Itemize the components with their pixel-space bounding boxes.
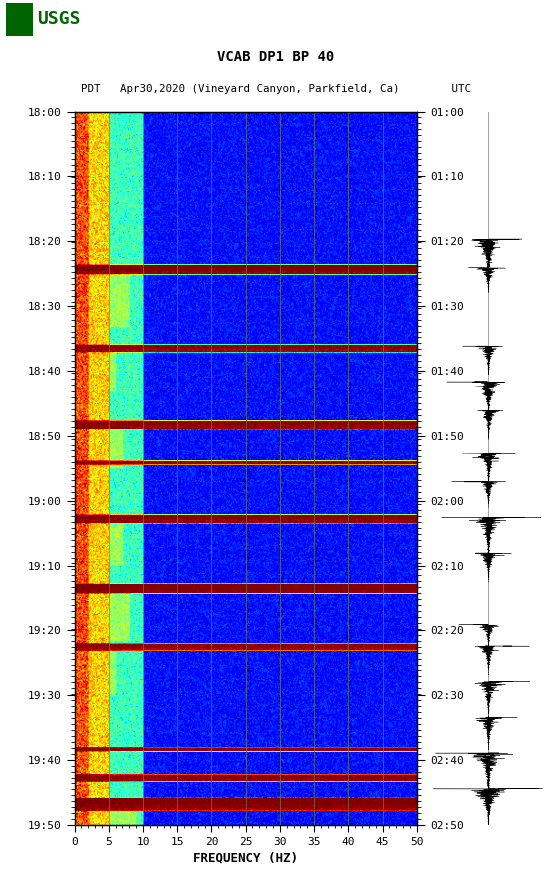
Text: USGS: USGS [38, 10, 81, 28]
Bar [6, 3, 33, 37]
X-axis label: FREQUENCY (HZ): FREQUENCY (HZ) [193, 851, 298, 864]
Text: PDT   Apr30,2020 (Vineyard Canyon, Parkfield, Ca)        UTC: PDT Apr30,2020 (Vineyard Canyon, Parkfie… [81, 84, 471, 94]
Text: VCAB DP1 BP 40: VCAB DP1 BP 40 [217, 49, 335, 63]
